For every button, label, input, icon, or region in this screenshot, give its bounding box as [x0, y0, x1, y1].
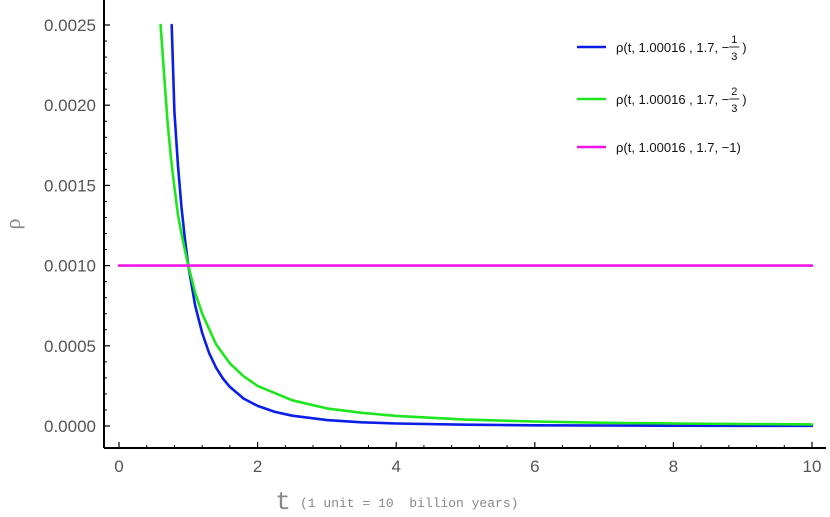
legend-label-close: )	[742, 92, 746, 107]
x-tick-label: 0	[114, 457, 123, 476]
x-tick-label: 2	[253, 457, 262, 476]
x-tick-label: 10	[803, 457, 822, 476]
y-axis-label: ρ	[0, 218, 25, 229]
legend: ρ(t, 1.00016 , 1.7, −13)ρ(t, 1.00016 , 1…	[577, 34, 747, 155]
legend-label: ρ(t, 1.00016 , 1.7, −	[616, 92, 729, 107]
ticks	[104, 24, 813, 448]
legend-fraction-denominator: 3	[731, 103, 737, 115]
legend-label: ρ(t, 1.00016 , 1.7, −1)	[616, 140, 741, 155]
series-layer	[117, 23, 814, 428]
legend-label-close: )	[742, 40, 746, 55]
tick-labels: 0 2 4 6 8 10 0.0000 0.0005 0.0010 0.0015 0.0020 0.0…	[44, 16, 821, 476]
y-tick-label: 0.0000	[44, 417, 96, 436]
y-tick-label: 0.0010	[44, 257, 96, 276]
legend-item-3: ρ(t, 1.00016 , 1.7, −1)	[577, 140, 741, 155]
x-tick-label: 6	[530, 457, 539, 476]
y-tick-label: 0.0005	[44, 337, 96, 356]
x-axis-note: (1 unit = 10 billion years)	[300, 496, 518, 511]
legend-label: ρ(t, 1.00016 , 1.7, −	[616, 40, 729, 55]
legend-fraction-denominator: 3	[731, 51, 737, 63]
x-tick-label: 8	[669, 457, 678, 476]
y-tick-label: 0.0020	[44, 96, 96, 115]
legend-fraction-numerator: 2	[731, 86, 737, 98]
series-line-2	[159, 23, 814, 426]
legend-item-2: ρ(t, 1.00016 , 1.7, −2 3)	[577, 86, 747, 115]
series-line-1	[170, 23, 814, 428]
legend-fraction-numerator: 1	[731, 34, 737, 46]
x-axis-label: t	[275, 487, 291, 517]
legend-item-1: ρ(t, 1.00016 , 1.7, −1 3)	[577, 34, 747, 63]
x-tick-label: 4	[391, 457, 400, 476]
axes	[103, 0, 826, 449]
y-tick-label: 0.0025	[44, 16, 96, 35]
y-tick-label: 0.0015	[44, 176, 96, 195]
